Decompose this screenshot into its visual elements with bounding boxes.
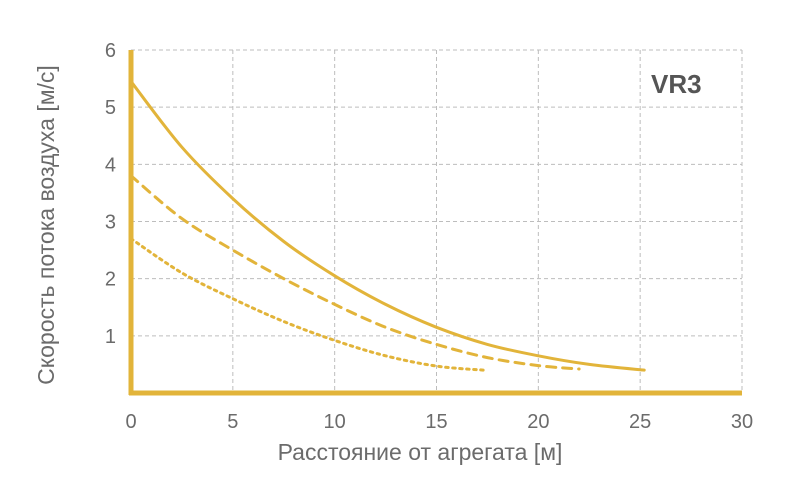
x-tick-label: 10: [324, 411, 346, 433]
series-line-dotted: [129, 237, 485, 372]
chart-title: VR3: [651, 69, 702, 99]
x-tick-label: 20: [527, 411, 549, 433]
series-line-dashed: [129, 174, 581, 371]
y-axis-label: Скорость потока воздуха [м/с]: [33, 65, 59, 385]
x-tick-label: 25: [629, 411, 651, 433]
y-tick-label: 6: [105, 40, 116, 62]
y-tick-label: 3: [105, 212, 116, 234]
x-tick-label: 30: [731, 411, 753, 433]
y-tick-label: 1: [105, 326, 116, 348]
y-tick-label: 2: [105, 269, 116, 291]
y-tick-label: 4: [105, 154, 116, 176]
series-group: [129, 79, 646, 372]
grid: [131, 49, 743, 393]
axes: [128, 50, 742, 396]
tick-labels: 0 5 10 15 20 25 30 1 2 3 4 5 6: [105, 40, 753, 433]
y-tick-label: 5: [105, 97, 116, 119]
x-tick-label: 5: [227, 411, 238, 433]
series-line-solid: [129, 79, 646, 372]
x-axis-label: Расстояние от агрегата [м]: [278, 439, 563, 465]
x-tick-label: 0: [125, 411, 136, 433]
x-tick-label: 15: [425, 411, 447, 433]
